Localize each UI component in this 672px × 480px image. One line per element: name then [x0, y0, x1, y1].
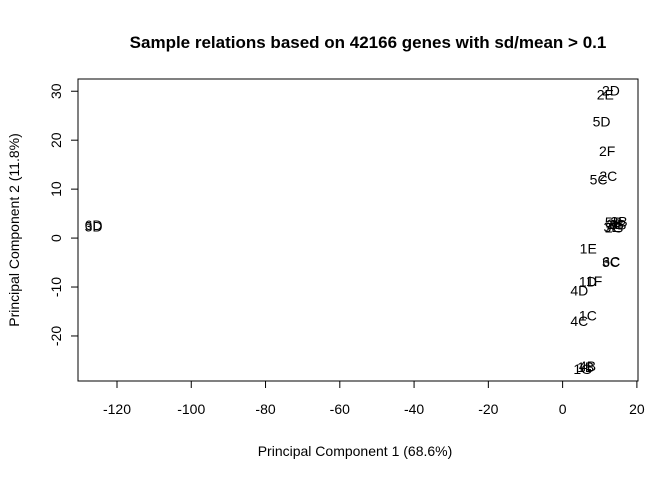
sample-point-label: 3B — [610, 213, 627, 229]
sample-point-label: 2F — [599, 143, 615, 159]
sample-point-label: 1E — [580, 240, 597, 256]
sample-point-label: 2C — [599, 168, 617, 184]
x-axis-label: Principal Component 1 (68.6%) — [258, 443, 453, 459]
sample-point-label: 3E — [603, 219, 620, 235]
x-tick-label: -100 — [177, 401, 205, 417]
x-tick-label: -80 — [255, 401, 275, 417]
x-tick-label: -120 — [103, 401, 131, 417]
y-tick-label: 0 — [48, 234, 64, 242]
sample-point-label: 1G — [573, 361, 592, 377]
sample-point-label: 2G — [605, 219, 624, 235]
sample-point-label: 4D — [570, 282, 588, 298]
x-tick-label: 0 — [559, 401, 567, 417]
sample-point-label: 3D — [85, 218, 103, 234]
sample-point-label: 4B — [579, 358, 596, 374]
sample-point-label: 3C — [602, 254, 620, 270]
sample-point-label: 5D — [593, 114, 611, 130]
sample-point-label: 2E — [597, 87, 614, 103]
y-tick-label: -10 — [48, 277, 64, 297]
sample-point-label: 1D — [579, 274, 597, 290]
y-axis-label: Principal Component 2 (11.8%) — [6, 133, 22, 327]
sample-point-label: 2B — [607, 216, 624, 232]
x-tick-label: -40 — [404, 401, 424, 417]
sample-point-label: 6B — [609, 216, 626, 232]
y-tick-label: -20 — [48, 326, 64, 346]
sample-point-label: 2D — [602, 83, 620, 99]
sample-point-label: 4C — [570, 313, 588, 329]
x-tick-label: -20 — [478, 401, 498, 417]
y-tick-label: 30 — [48, 83, 64, 99]
sample-point-label: 5C — [590, 171, 608, 187]
x-tick-label: -60 — [330, 401, 350, 417]
x-tick-label: 20 — [629, 401, 645, 417]
sample-point-label: 5B — [605, 214, 622, 230]
sample-point-label: 6C — [602, 254, 620, 270]
y-tick-label: 10 — [48, 181, 64, 197]
sample-point-label: 1F — [586, 273, 602, 289]
sample-point-label: 1C — [579, 307, 597, 323]
sample-point-label: 6D — [85, 217, 103, 233]
x-axis: -120 -100 -80 -60 -40 -20 0 20 — [103, 380, 645, 417]
y-axis: -20 -10 0 10 20 30 — [48, 83, 79, 346]
chart-title: Sample relations based on 42166 genes wi… — [130, 33, 607, 52]
plot-frame — [77, 78, 639, 382]
y-tick-label: 20 — [48, 132, 64, 148]
sample-point-label: 1B — [577, 359, 594, 375]
